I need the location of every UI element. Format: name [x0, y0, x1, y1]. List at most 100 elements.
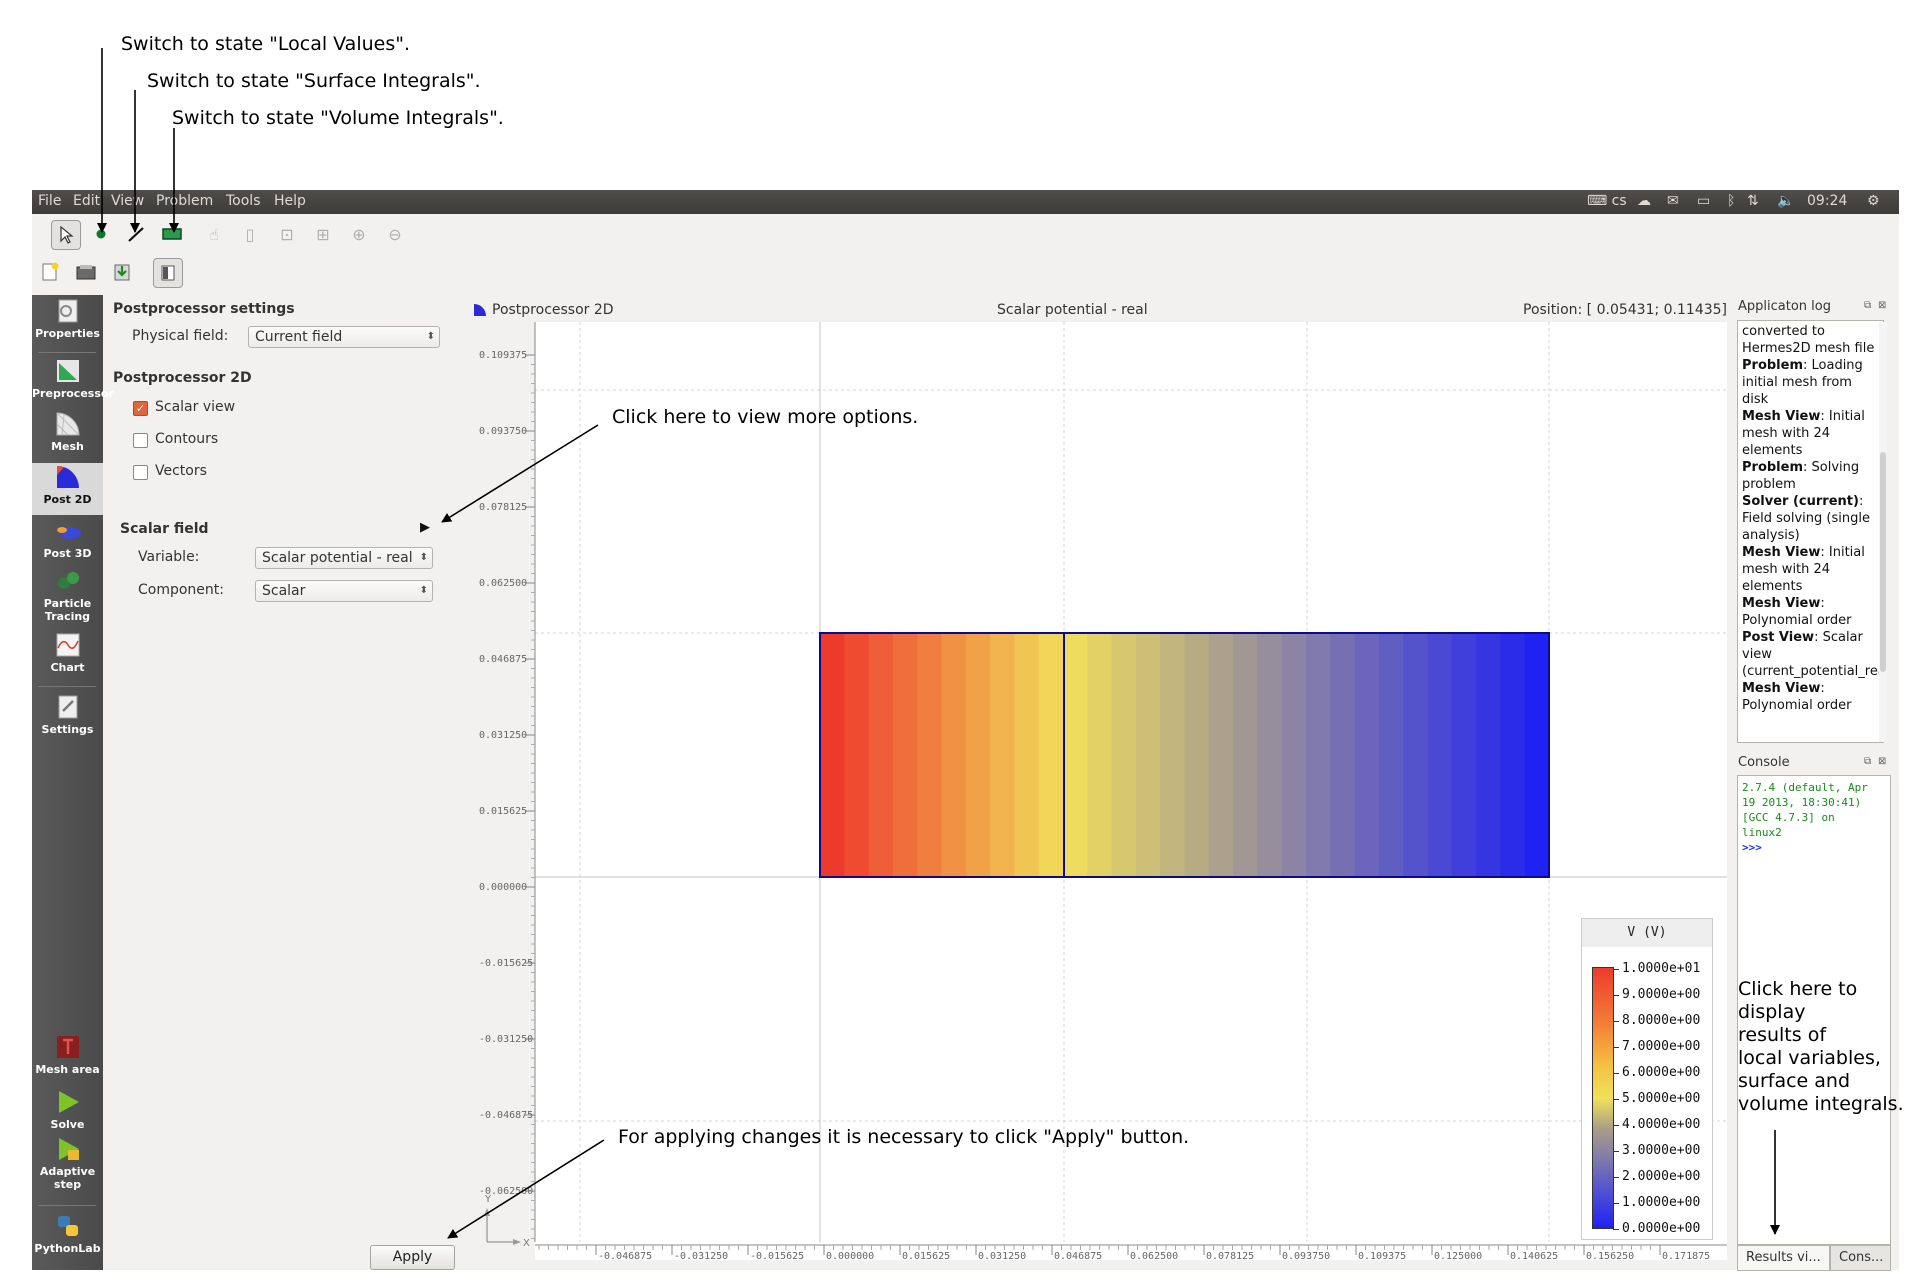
scalar-view-checkbox[interactable]: ✓	[133, 401, 148, 416]
delete-button[interactable]: ▯	[236, 220, 264, 248]
select-mode-button[interactable]	[51, 220, 81, 250]
sidebar-item-adaptive-step[interactable]: Adaptive step	[32, 1135, 103, 1195]
annotation-more-options: Click here to view more options.	[612, 406, 919, 428]
bluetooth-icon[interactable]: ᛒ	[1727, 193, 1736, 209]
annotation-line: local variables,	[1738, 1047, 1881, 1069]
zoom-out-button[interactable]: ⊖	[381, 220, 409, 248]
axis-x-label: X	[523, 1238, 530, 1249]
clock[interactable]: 09:24	[1807, 193, 1848, 209]
variable-select[interactable]: Scalar potential - real ⬍	[255, 547, 433, 569]
application-log[interactable]: converted to Hermes2D mesh file Problem: …	[1737, 320, 1884, 743]
python-console[interactable]: 2.7.4 (default, Apr 19 2013, 18:30:41) [GC…	[1737, 775, 1891, 1245]
vectors-checkbox[interactable]	[133, 465, 148, 480]
log-scrollbar-thumb[interactable]	[1880, 452, 1886, 672]
legend-value: 5.0000e+00	[1622, 1091, 1701, 1106]
y-tick-label: 0.078125	[479, 502, 527, 513]
sidebar-item-mesh-area[interactable]: Mesh area	[32, 1033, 103, 1085]
postprocessor-2d-canvas[interactable]: 0.109375 0.093750 0.078125 0.062500 0.046875…	[475, 322, 1727, 1260]
scalar-band	[844, 633, 870, 877]
toggle-panel-button[interactable]	[153, 258, 183, 288]
menu-view[interactable]: View	[111, 193, 145, 209]
legend-value: 2.0000e+00	[1622, 1169, 1701, 1184]
sidebar-item-chart[interactable]: Chart	[32, 631, 103, 683]
cloud-icon[interactable]: ☁	[1637, 193, 1651, 209]
y-tick-label: 0.046875	[479, 654, 527, 665]
pythonlab-icon	[57, 1216, 78, 1236]
x-tick-label: 0.015625	[902, 1251, 950, 1260]
component-label: Component:	[138, 582, 224, 598]
legend-value: 6.0000e+00	[1622, 1065, 1701, 1080]
legend-value: 0.0000e+00	[1622, 1221, 1701, 1236]
system-gear-icon[interactable]: ⚙	[1867, 193, 1880, 209]
scalar-band	[1184, 633, 1210, 877]
component-select[interactable]: Scalar ⬍	[255, 580, 433, 602]
legend-tick	[1613, 1151, 1619, 1152]
local-values-button[interactable]	[87, 220, 115, 248]
sidebar-label: PythonLab	[34, 1242, 101, 1255]
legend-tick	[1613, 1047, 1619, 1048]
contours-checkbox[interactable]	[133, 433, 148, 448]
sidebar-item-post2d[interactable]: Post 2D	[32, 463, 103, 515]
surface-integrals-button[interactable]	[122, 220, 150, 248]
physical-field-select[interactable]: Current field ⬍	[248, 326, 440, 348]
sidebar-item-solve[interactable]: Solve	[32, 1088, 103, 1136]
y-tick-label: -0.046875	[479, 1110, 533, 1121]
console-close-icon[interactable]: ⊠	[1878, 756, 1887, 767]
legend-tick	[1613, 1125, 1619, 1126]
select-by-marker-button[interactable]: ☝	[200, 220, 228, 248]
sidebar-item-pythonlab[interactable]: PythonLab	[32, 1212, 103, 1264]
battery-icon[interactable]: ▭	[1697, 193, 1711, 209]
apply-button[interactable]: Apply	[370, 1245, 455, 1270]
new-document-button[interactable]	[36, 258, 64, 286]
sidebar-item-settings[interactable]: Settings	[32, 693, 103, 745]
scalar-band	[1500, 633, 1526, 877]
sidebar-item-properties[interactable]: Properties	[32, 297, 103, 349]
keyboard-layout-indicator[interactable]: ⌨ cs	[1587, 193, 1627, 209]
save-button[interactable]	[108, 258, 136, 286]
sidebar-item-particle-tracing[interactable]: Particle Tracing	[32, 567, 103, 629]
sidebar-item-preprocessor[interactable]: Preprocessor	[32, 357, 114, 409]
expand-scalar-field-arrow-icon[interactable]: ▶	[420, 520, 430, 535]
combo-arrows-icon: ⬍	[426, 331, 435, 342]
legend-value: 1.0000e+00	[1622, 1195, 1701, 1210]
zoom-region-button[interactable]: ⊞	[309, 220, 337, 248]
network-icon[interactable]: ⇅	[1747, 193, 1759, 209]
log-entry-source: Problem	[1742, 358, 1803, 373]
scalar-band	[941, 633, 967, 877]
log-entry-source: Solver (current)	[1742, 494, 1859, 509]
log-scrollbar[interactable]	[1879, 322, 1887, 742]
menu-help[interactable]: Help	[274, 193, 306, 209]
tab-results-view[interactable]: Results vi...	[1737, 1245, 1830, 1271]
console-line: [GCC 4.7.3] on	[1742, 811, 1835, 824]
sidebar-label: Properties	[35, 327, 100, 340]
menu-tools[interactable]: Tools	[226, 193, 261, 209]
scalar-band	[1014, 633, 1040, 877]
zoom-best-fit-button[interactable]: ⊡	[273, 220, 301, 248]
sidebar-label: Particle Tracing	[43, 597, 92, 623]
volume-integrals-button[interactable]	[158, 220, 186, 248]
sidebar-label: Preprocessor	[32, 387, 114, 400]
dock-close-icon[interactable]: ⊠	[1878, 300, 1887, 311]
sidebar-separator	[38, 1205, 96, 1206]
log-entry: Mesh View: Initial mesh with 24 elements	[1742, 408, 1879, 459]
console-float-icon[interactable]: ⧉	[1864, 756, 1872, 767]
menu-file[interactable]: File	[38, 193, 62, 209]
log-entry-text: : Scalar view (current_potential_real)	[1742, 630, 1884, 679]
x-tick-label: 0.031250	[978, 1251, 1026, 1260]
sidebar-item-post3d[interactable]: Post 3D	[32, 517, 103, 569]
x-tick-label: 0.000000	[826, 1251, 874, 1260]
sidebar-item-mesh[interactable]: Mesh	[32, 410, 103, 462]
scalar-band	[868, 633, 894, 877]
volume-icon[interactable]: 🔈	[1777, 193, 1795, 209]
tab-console[interactable]: Cons...	[1830, 1245, 1891, 1271]
menu-edit[interactable]: Edit	[73, 193, 101, 209]
zoom-in-button[interactable]: ⊕	[345, 220, 373, 248]
log-entry-text: : Solving problem	[1742, 460, 1860, 492]
menu-problem[interactable]: Problem	[156, 193, 214, 209]
scalar-band	[1451, 633, 1477, 877]
annotation-line: surface and	[1738, 1070, 1851, 1092]
dock-float-icon[interactable]: ⧉	[1864, 300, 1872, 311]
mail-icon[interactable]: ✉	[1667, 193, 1679, 209]
post3d-icon	[56, 527, 81, 539]
open-button[interactable]	[72, 258, 100, 286]
